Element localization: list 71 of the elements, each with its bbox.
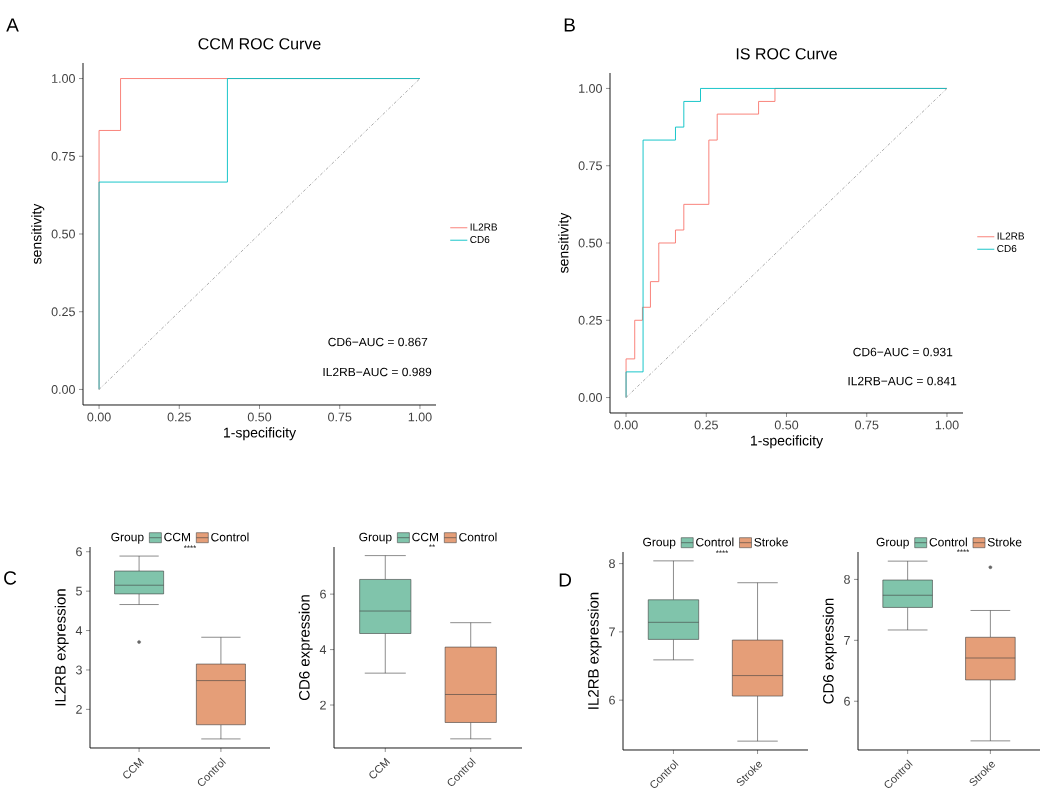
x-tick-label: 0.50 bbox=[247, 412, 272, 422]
x-tick-label: 1.00 bbox=[408, 412, 432, 422]
x-tick-label: 0.50 bbox=[774, 420, 799, 430]
legend-label: CCM bbox=[164, 532, 190, 542]
legend-label: Stroke bbox=[987, 537, 1022, 547]
x-tick-label: 0.75 bbox=[328, 412, 352, 422]
text: C bbox=[4, 571, 17, 585]
chart-title: CCM ROC Curve bbox=[198, 38, 321, 50]
annotation: **** bbox=[183, 545, 197, 549]
annotation: ** bbox=[429, 544, 435, 548]
legend-label: CD6 bbox=[470, 236, 490, 244]
y-tick-label: 5 bbox=[76, 586, 82, 596]
legend-label: Control bbox=[211, 532, 249, 542]
y-tick-label: 6 bbox=[609, 695, 615, 705]
y-tick-label: 4 bbox=[75, 626, 83, 635]
y-tick-label: 2 bbox=[76, 705, 82, 714]
y-tick-label: 7 bbox=[844, 636, 850, 645]
annotation: IL2RB−AUC = 0.841 bbox=[848, 376, 957, 386]
legend-label: Control bbox=[459, 532, 497, 542]
y-tick-label: 7 bbox=[609, 627, 615, 637]
y-tick-label: 0.25 bbox=[578, 315, 602, 325]
y-tick-label: 8 bbox=[609, 559, 615, 569]
annotation: IL2RB−AUC = 0.989 bbox=[323, 367, 432, 377]
y-tick-label: 1.00 bbox=[52, 74, 75, 83]
y-axis-title: IL2RB expression bbox=[54, 589, 69, 706]
y-tick-label: 6 bbox=[844, 696, 850, 706]
x-tick-label: 0.00 bbox=[87, 412, 111, 422]
y-tick-label: 6 bbox=[320, 589, 326, 599]
y-tick-label: 0.00 bbox=[51, 385, 75, 394]
legend-label: Control bbox=[929, 537, 967, 547]
y-axis-title: sensitivity bbox=[558, 212, 572, 273]
y-tick-label: 8 bbox=[844, 574, 850, 584]
y-tick-label: 6 bbox=[76, 547, 82, 557]
y-axis-title: sensitivity bbox=[31, 203, 45, 264]
y-axis-title: CD6 expression bbox=[298, 595, 313, 701]
legend-title: Group bbox=[643, 537, 676, 549]
legend-label: IL2RB bbox=[997, 232, 1025, 240]
legend-label: CCM bbox=[412, 532, 439, 542]
legend-title: Group bbox=[876, 537, 909, 549]
annotation: CD6−AUC = 0.931 bbox=[853, 347, 953, 357]
y-axis-title: IL2RB expression bbox=[587, 592, 602, 709]
legend-label: CD6 bbox=[997, 245, 1017, 253]
y-tick-label: 0.50 bbox=[51, 229, 75, 239]
legend-label: Stroke bbox=[754, 537, 788, 547]
y-axis-title: CD6 expression bbox=[822, 598, 837, 704]
legend-title: Group bbox=[111, 532, 144, 544]
x-axis-title: 1-specificity bbox=[751, 435, 824, 449]
x-axis-title: 1-specificity bbox=[224, 427, 297, 441]
y-tick-label: 0.75 bbox=[578, 161, 602, 171]
text: A bbox=[6, 18, 19, 32]
y-tick-label: 4 bbox=[319, 645, 327, 654]
legend-title: Group bbox=[359, 532, 392, 544]
x-tick-label: 1.00 bbox=[935, 420, 959, 430]
y-tick-label: 2 bbox=[320, 700, 326, 710]
y-tick-label: 0.50 bbox=[578, 238, 602, 248]
y-tick-label: 1.00 bbox=[579, 84, 602, 93]
legend-label: Control bbox=[696, 537, 734, 547]
text: D bbox=[559, 573, 572, 587]
x-tick-label: 0.25 bbox=[167, 412, 191, 422]
y-tick-label: 0.00 bbox=[578, 393, 602, 402]
y-tick-label: 0.75 bbox=[51, 151, 75, 161]
chart-title: IS ROC Curve bbox=[736, 48, 837, 60]
text: B bbox=[564, 18, 575, 32]
y-tick-label: 0.25 bbox=[51, 307, 75, 317]
annotation: CD6−AUC = 0.867 bbox=[328, 337, 428, 347]
annotation: **** bbox=[956, 549, 970, 553]
y-tick-label: 3 bbox=[75, 665, 82, 675]
x-tick-label: 0.75 bbox=[855, 420, 879, 430]
x-tick-label: 0.25 bbox=[694, 420, 718, 430]
annotation: **** bbox=[715, 550, 729, 554]
legend-label: IL2RB bbox=[470, 223, 498, 231]
